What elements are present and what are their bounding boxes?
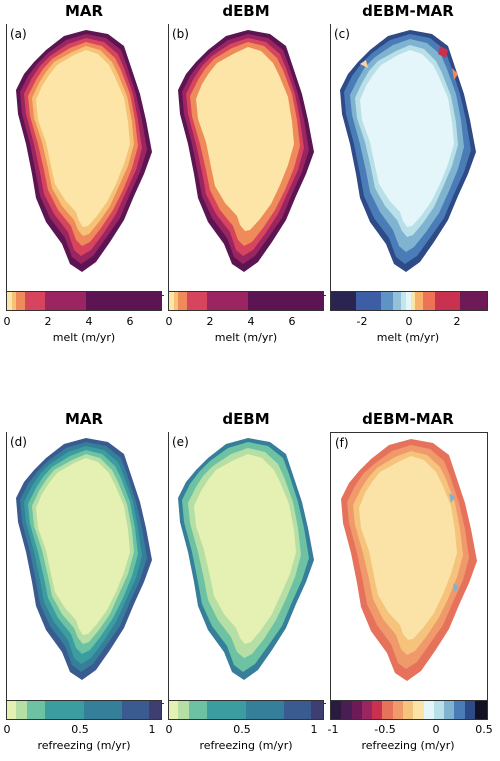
tick-label: 0.5 bbox=[71, 723, 89, 736]
colorbar-b-label: melt (m/yr) bbox=[214, 331, 278, 344]
title-f: dEBM-MAR bbox=[362, 410, 454, 428]
panel-tag-b: (b) bbox=[172, 27, 189, 41]
colorbar-a-ticks: 0 2 4 6 bbox=[3, 315, 166, 329]
tick-label: 0 bbox=[405, 315, 413, 328]
tick-label: 0 bbox=[3, 723, 11, 736]
greenland-map-f bbox=[341, 439, 477, 681]
greenland-map-e bbox=[178, 438, 314, 680]
panel-d-refreezing-mar: (d) bbox=[6, 432, 164, 704]
colorbar-b bbox=[168, 291, 324, 311]
panel-tag-a: (a) bbox=[10, 27, 27, 41]
title-b: dEBM bbox=[222, 2, 270, 20]
colorbar-d bbox=[6, 700, 162, 720]
tick-label: 0 bbox=[165, 723, 173, 736]
tick-label: 0 bbox=[3, 315, 11, 328]
tick-label: 1 bbox=[148, 723, 156, 736]
tick-label: 4 bbox=[85, 315, 93, 328]
greenland-refreezing-layers bbox=[178, 438, 314, 680]
title-d: MAR bbox=[64, 410, 104, 428]
colorbar-e-label: refreezing (m/yr) bbox=[199, 739, 293, 752]
colorbar-c-label: melt (m/yr) bbox=[376, 331, 440, 344]
panel-f-refreezing-diff: (f) bbox=[330, 432, 488, 704]
tick-label: 2 bbox=[453, 315, 461, 328]
greenland-refreezing-layers bbox=[16, 438, 152, 680]
tick-label: -0.5 bbox=[374, 723, 396, 736]
greenland-refreezing-diff-layers bbox=[341, 439, 477, 681]
panel-b-melt-debm: (b) bbox=[168, 24, 326, 296]
tick-label: 4 bbox=[247, 315, 255, 328]
greenland-diff-layers bbox=[340, 30, 476, 272]
colorbar-f bbox=[330, 700, 488, 720]
tick-label: 2 bbox=[44, 315, 52, 328]
tick-label: 0 bbox=[432, 723, 440, 736]
tick-label: 6 bbox=[288, 315, 296, 328]
tick-label: 1 bbox=[310, 723, 318, 736]
colorbar-c bbox=[330, 291, 488, 311]
colorbar-d-ticks: 0 0.5 1 bbox=[3, 723, 166, 737]
tick-label: 0 bbox=[165, 315, 173, 328]
greenland-map-b bbox=[178, 30, 314, 272]
title-c: dEBM-MAR bbox=[362, 2, 454, 20]
tick-label: 0.5 bbox=[475, 723, 493, 736]
panel-tag-d: (d) bbox=[10, 435, 27, 449]
colorbar-b-ticks: 0 2 4 6 bbox=[165, 315, 328, 329]
panel-a-melt-mar: (a) bbox=[6, 24, 164, 296]
tick-label: 2 bbox=[206, 315, 214, 328]
greenland-melt-layers bbox=[16, 30, 152, 272]
greenland-map-d bbox=[16, 438, 152, 680]
greenland-map-c bbox=[340, 30, 476, 272]
panel-e-refreezing-debm: (e) bbox=[168, 432, 326, 704]
tick-label: -2 bbox=[356, 315, 368, 328]
panel-tag-f: (f) bbox=[335, 436, 349, 450]
colorbar-e-ticks: 0 0.5 1 bbox=[165, 723, 328, 737]
title-a: MAR bbox=[64, 2, 104, 20]
tick-label: 0.5 bbox=[233, 723, 251, 736]
colorbar-f-ticks: -1 -0.5 0 0.5 bbox=[327, 723, 493, 737]
greenland-map-a bbox=[16, 30, 152, 272]
tick-label: 6 bbox=[126, 315, 134, 328]
colorbar-a bbox=[6, 291, 162, 311]
title-e: dEBM bbox=[222, 410, 270, 428]
tick-label: -1 bbox=[327, 723, 339, 736]
greenland-melt-layers bbox=[178, 30, 314, 272]
colorbar-c-ticks: -2 0 2 bbox=[330, 315, 490, 329]
colorbar-a-label: melt (m/yr) bbox=[52, 331, 116, 344]
panel-c-melt-diff: (c) bbox=[330, 24, 488, 296]
colorbar-d-label: refreezing (m/yr) bbox=[37, 739, 131, 752]
panel-tag-c: (c) bbox=[334, 27, 350, 41]
colorbar-e bbox=[168, 700, 324, 720]
colorbar-f-label: refreezing (m/yr) bbox=[361, 739, 455, 752]
panel-tag-e: (e) bbox=[172, 435, 189, 449]
